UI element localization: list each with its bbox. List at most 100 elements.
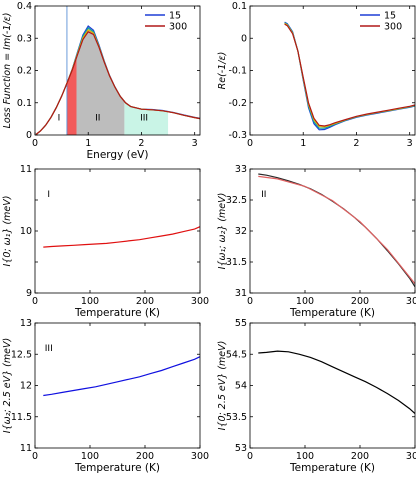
series-line-2: [284, 22, 415, 129]
y-tick-label: 31.5: [226, 257, 247, 268]
x-axis-label: Temperature (K): [289, 462, 375, 474]
region-label: III: [45, 344, 53, 354]
y-tick-label: 53.5: [226, 412, 247, 423]
series-line-1: [258, 173, 415, 288]
x-axis-label: Temperature (K): [74, 462, 160, 474]
plot-frame: [34, 322, 201, 449]
series-line-1: [43, 226, 200, 248]
y-tick-label: -0.1: [228, 66, 247, 77]
x-tick-label: 0: [32, 296, 38, 307]
x-tick-label: 1: [85, 138, 91, 149]
y-tick-label: 54: [235, 381, 247, 392]
region-label: I: [58, 113, 61, 123]
x-axis-label: Energy (eV): [87, 149, 149, 161]
y-tick-label: 0: [26, 130, 32, 141]
y-tick-label: -0.3: [228, 130, 247, 141]
y-tick-label: 33: [235, 164, 247, 175]
y-tick-label: 9: [26, 288, 32, 299]
panel-top-left: 0 1 2 3 0 0.1 0.2 0.3 0.4 Energy (eV) Loss Functio…: [2, 1, 201, 161]
y-tick-label: 0.3: [17, 33, 32, 44]
x-tick-label: 100: [81, 296, 99, 307]
y-tick-label: -0.2: [228, 98, 247, 109]
x-tick-label: 1: [300, 138, 306, 149]
y-tick-label: 0.4: [17, 1, 32, 12]
x-tick-label: 200: [136, 296, 154, 307]
x-tick-label: 300: [191, 296, 209, 307]
x-tick-label: 300: [191, 451, 209, 462]
x-tick-label: 3: [407, 138, 413, 149]
y-axis-label: I{ω₂; 2.5 eV} (meV): [2, 338, 13, 433]
x-tick-label: 300: [406, 451, 416, 462]
y-tick-label: 53: [235, 443, 247, 454]
y-axis-label: I{ω₁; ω₂} (meV): [217, 193, 228, 270]
x-tick-label: 200: [351, 296, 369, 307]
y-tick-label: 0.1: [17, 98, 32, 109]
x-tick-label: 200: [136, 451, 154, 462]
legend-label: 15: [169, 11, 181, 22]
series-group: [258, 173, 415, 288]
shaded-region-1: [66, 55, 77, 135]
series-line-1: [43, 356, 200, 397]
y-tick-label: 11: [20, 164, 32, 175]
series-group: [43, 226, 200, 248]
legend-label: 15: [384, 11, 396, 22]
y-tick-label: 55: [235, 318, 247, 329]
series-line-2: [258, 175, 415, 285]
x-tick-label: 100: [81, 451, 99, 462]
x-tick-label: 100: [296, 296, 314, 307]
y-axis-label: I{0; ω₁} (meV): [2, 196, 13, 267]
legend-label: 300: [384, 22, 402, 33]
panel-middle-right: 0 100 200 300 31 31.5 32 32.5 33 Temperature (K) I…: [217, 164, 416, 319]
series-line-1: [258, 350, 415, 415]
y-tick-label: 0.2: [17, 66, 32, 77]
plot-frame: [249, 322, 416, 449]
x-tick-label: 100: [296, 451, 314, 462]
shaded-region-3: [124, 101, 169, 135]
y-tick-label: 32.5: [226, 195, 247, 206]
panel-bottom-left: 0 100 200 300 11 11.5 12 12.5 13 Temperature (K) I…: [2, 318, 209, 474]
y-tick-label: 11.5: [11, 412, 32, 423]
y-tick-label: 12.5: [11, 349, 32, 360]
y-axis-label: I{0; 2.5 eV} (meV): [217, 341, 228, 431]
y-tick-label: 10: [20, 226, 32, 237]
x-axis-label: Temperature (K): [289, 307, 375, 319]
region-label: I: [47, 190, 50, 200]
y-tick-label: 13: [20, 318, 32, 329]
series-group: [284, 21, 415, 131]
x-tick-label: 300: [406, 296, 416, 307]
region-label: II: [95, 113, 100, 123]
series-line-4: [35, 31, 200, 135]
x-tick-label: 200: [351, 451, 369, 462]
series-line-3: [284, 22, 415, 128]
x-tick-label: 2: [138, 138, 144, 149]
y-tick-label: 31: [235, 288, 247, 299]
x-tick-label: 2: [353, 138, 359, 149]
series-line-4: [284, 23, 415, 127]
x-axis-label: Temperature (K): [74, 307, 160, 319]
x-tick-label: 0: [247, 451, 253, 462]
y-axis-label: Re(-1/ε): [217, 52, 228, 90]
y-tick-label: 32: [235, 226, 247, 237]
region-label: II: [261, 190, 266, 200]
x-tick-label: 0: [32, 138, 38, 149]
panel-bottom-right: 0 100 200 300 53 53.5 54 54.5 55 Temperature (K) I…: [217, 318, 416, 474]
y-tick-label: 11: [20, 443, 32, 454]
y-tick-label: 12: [20, 381, 32, 392]
panel-middle-left: 0 100 200 300 9 10 11 Temperature (K) I{0; ω₁} (…: [2, 164, 209, 319]
x-tick-label: 0: [32, 451, 38, 462]
y-tick-label: 0: [241, 33, 247, 44]
legend-label: 300: [169, 22, 187, 33]
x-tick-label: 3: [192, 138, 198, 149]
plot-frame: [34, 168, 201, 294]
x-tick-label: 0: [247, 296, 253, 307]
series-group: [258, 350, 415, 415]
y-tick-label: 0.1: [232, 1, 247, 12]
y-tick-label: 54.5: [226, 349, 247, 360]
series-group: [35, 25, 200, 135]
series-line-1: [284, 21, 415, 131]
x-tick-label: 0: [247, 138, 253, 149]
y-axis-label: Loss Function = Im(-1/ε): [2, 13, 13, 129]
series-group: [43, 356, 200, 397]
